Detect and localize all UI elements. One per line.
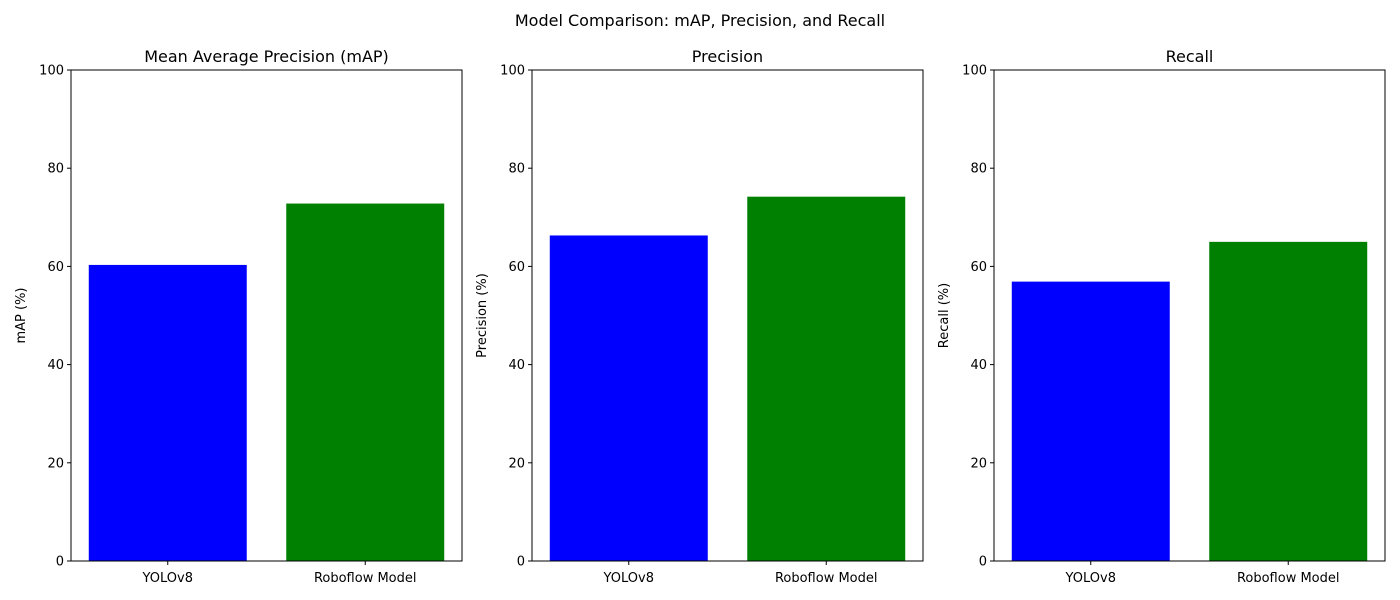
axes-frame xyxy=(70,69,463,562)
y-tick-label: 20 xyxy=(970,456,987,471)
axes-frame xyxy=(993,69,1386,562)
subplot-title: Recall xyxy=(1166,47,1214,66)
y-tick-label: 100 xyxy=(962,64,987,79)
y-tick-label: 100 xyxy=(500,64,525,79)
y-tick-label: 40 xyxy=(47,358,64,373)
x-tick-label: Roboflow Model xyxy=(314,571,417,586)
bar-yolov8 xyxy=(549,235,708,562)
y-tick-label: 0 xyxy=(517,555,525,570)
bar-roboflow-model xyxy=(286,203,445,561)
x-tick-label: YOLOv8 xyxy=(142,571,193,586)
y-tick-label: 60 xyxy=(508,260,525,275)
y-tick-label: 100 xyxy=(39,64,64,79)
y-tick-label: 0 xyxy=(979,555,987,570)
subplot-panels: 0 20 40 60 80 100 YOLOv8 Roboflow Model Mean Ave… xyxy=(14,47,1386,586)
axes-frame xyxy=(531,69,924,562)
y-tick-label: 80 xyxy=(970,162,987,177)
y-tick-label: 80 xyxy=(508,162,525,177)
bar-yolov8 xyxy=(1011,281,1170,561)
subplot-title: Precision xyxy=(692,47,763,66)
y-axis-label: Recall (%) xyxy=(937,283,952,348)
x-tick-label: Roboflow Model xyxy=(775,571,878,586)
y-tick-label: 40 xyxy=(508,358,525,373)
bar-roboflow-model xyxy=(1209,241,1368,561)
subplot-title: Mean Average Precision (mAP) xyxy=(144,47,389,66)
subplot-2: 0 20 40 60 80 100 YOLOv8 Roboflow Model Precisio… xyxy=(475,47,924,586)
y-axis-label: Precision (%) xyxy=(475,273,490,358)
y-tick-label: 20 xyxy=(508,456,525,471)
x-tick-label: Roboflow Model xyxy=(1237,571,1340,586)
y-tick-label: 60 xyxy=(970,260,987,275)
subplot-1: 0 20 40 60 80 100 YOLOv8 Roboflow Model Mean Ave… xyxy=(14,47,463,586)
x-tick-label: YOLOv8 xyxy=(1065,571,1116,586)
bar-yolov8 xyxy=(88,264,247,561)
y-tick-label: 60 xyxy=(47,260,64,275)
y-axis-label: mAP (%) xyxy=(14,287,29,343)
subplot-3: 0 20 40 60 80 100 YOLOv8 Roboflow Model Recall Re… xyxy=(937,47,1386,586)
y-tick-label: 80 xyxy=(47,162,64,177)
x-tick-label: YOLOv8 xyxy=(603,571,654,586)
y-tick-label: 0 xyxy=(56,555,64,570)
figure-suptitle: Model Comparison: mAP, Precision, and Re… xyxy=(515,11,885,30)
y-tick-label: 40 xyxy=(970,358,987,373)
y-tick-label: 20 xyxy=(47,456,64,471)
bar-roboflow-model xyxy=(747,196,906,562)
